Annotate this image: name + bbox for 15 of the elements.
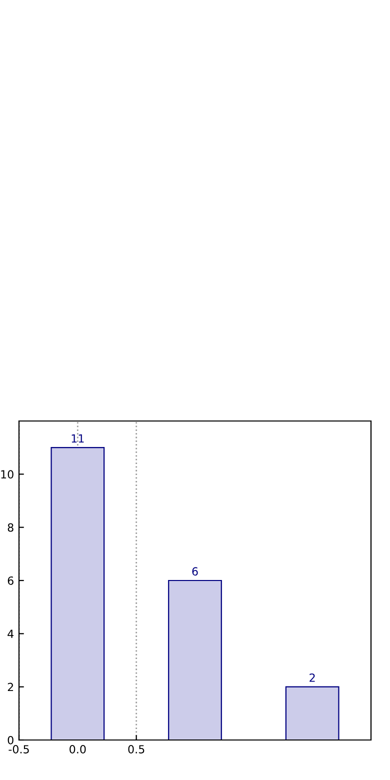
- y-tick-label: 8: [8, 523, 14, 532]
- data-label: 11: [72, 434, 84, 442]
- data-label: 6: [192, 567, 198, 576]
- bar: [285, 686, 340, 740]
- x-tick-label: 0.5: [128, 745, 144, 754]
- x-tick-label: -0.5: [8, 745, 29, 754]
- y-tick-label: 6: [8, 576, 14, 585]
- x-tick-label: 0.0: [70, 745, 86, 754]
- bar: [50, 447, 105, 740]
- data-label: 2: [310, 674, 315, 682]
- bar: [168, 580, 222, 740]
- y-tick-label: 2: [8, 682, 14, 692]
- y-tick-label: 4: [8, 630, 14, 638]
- y-tick-label: 0: [8, 736, 14, 744]
- y-tick-label: 10: [1, 470, 14, 479]
